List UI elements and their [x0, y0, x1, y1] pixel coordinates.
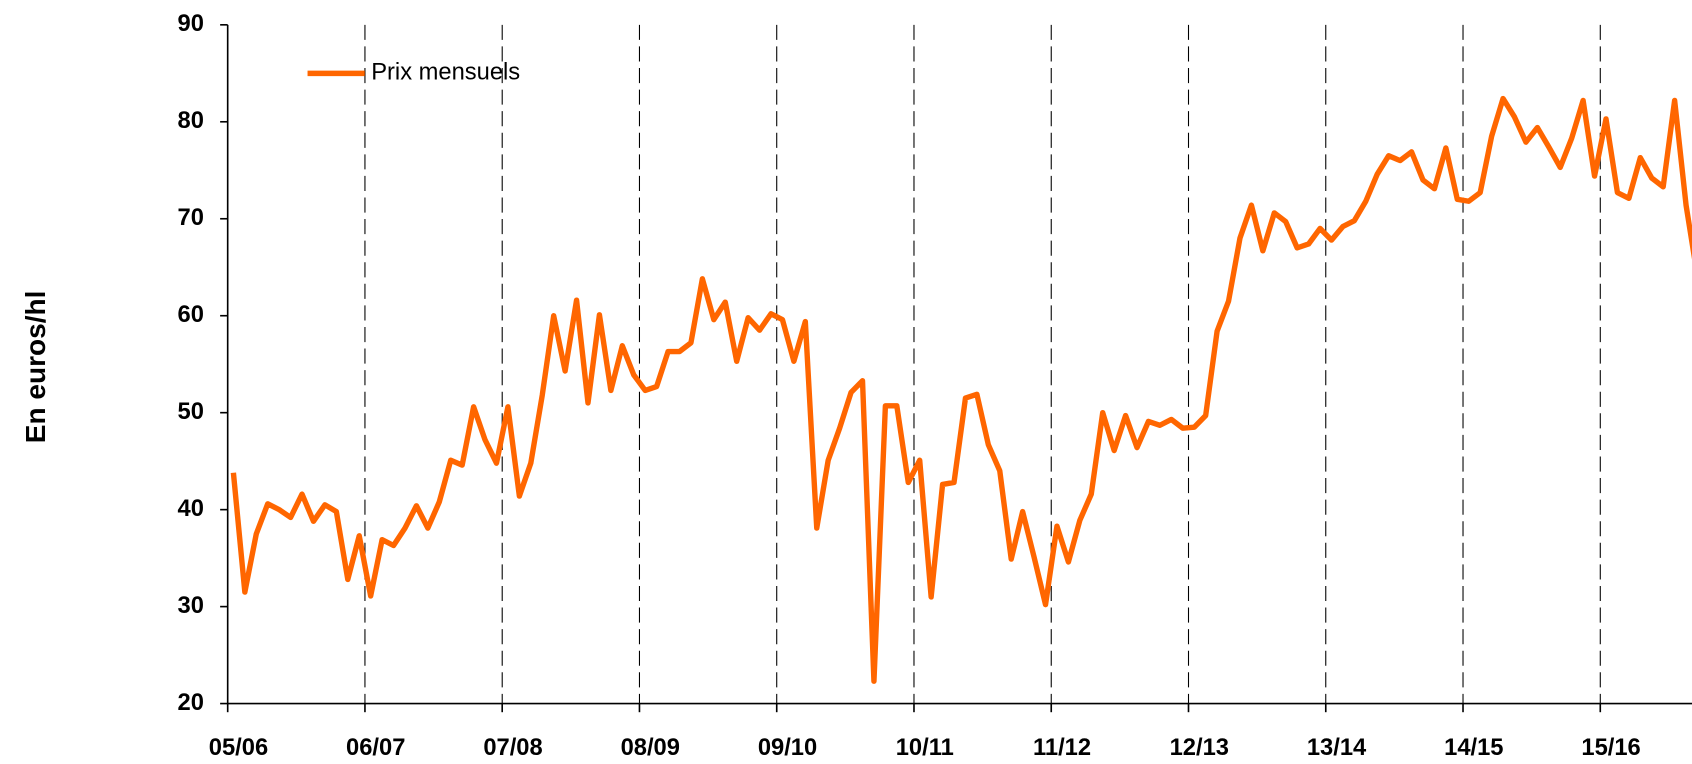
y-tick-label: 70: [178, 205, 204, 231]
x-tick-label: 15/16: [1581, 735, 1640, 761]
x-tick-label: 14/15: [1444, 735, 1503, 761]
x-tick-label: 07/08: [483, 735, 542, 761]
x-tick-label: 10/11: [896, 735, 954, 761]
x-tick-label: 12/13: [1170, 735, 1229, 761]
price-line: [230, 95, 1692, 684]
y-tick-label: 60: [178, 302, 204, 328]
x-tick-label: 13/14: [1307, 735, 1367, 761]
y-tick-label: 50: [178, 399, 204, 425]
y-tick-label: 30: [178, 593, 204, 619]
legend-label: Prix mensuels: [371, 60, 520, 86]
x-tick-label: 05/06: [209, 735, 268, 761]
y-tick-label: 90: [178, 11, 204, 37]
x-tick-label: 06/07: [346, 735, 405, 761]
y-tick-label: 20: [178, 690, 204, 716]
x-tick-label: 09/10: [758, 735, 817, 761]
y-axis-label: En euros/hl: [20, 291, 51, 444]
x-tick-label: 08/09: [621, 735, 680, 761]
y-tick-label: 40: [178, 496, 204, 522]
x-tick-label: 11/12: [1033, 735, 1091, 761]
y-tick-label: 80: [178, 108, 204, 134]
